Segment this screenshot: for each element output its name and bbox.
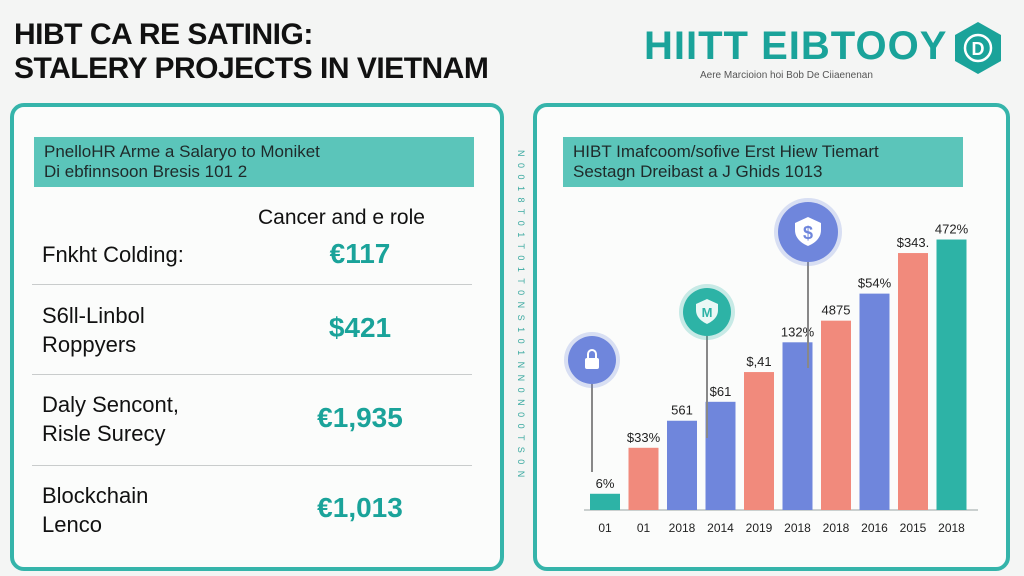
bar-data-label: $61 [710,384,732,399]
x-tick-label: 2019 [746,521,773,535]
growth-bar-chart: 6% 01 $33% 01 561 2018 $61 2014 $,41 2019 132% 2018… [564,198,978,535]
bar [705,401,736,510]
row-value: €1,013 [317,492,403,523]
brand-subtitle: Aere Marcioion hoi Bob De Ciiaenenan [700,70,873,81]
bar-data-label: $,41 [746,354,771,369]
salary-banner-line-2: Di ebfinnsoon Bresis 101 2 [44,162,248,181]
row-label: Fnkht Colding: [42,240,184,269]
row-value: €1,935 [317,402,403,433]
chart-banner-line-1: HIBT Imafcoom/sofive Erst Hiew Tiemart [573,142,879,161]
row-label-line-1: Blockchain [42,483,149,508]
brand-logo-letter: D [972,39,985,59]
bar [898,253,928,511]
row-label: Blockchain Lenco [42,481,148,539]
column-header: Cancer and e role [258,206,425,229]
row-divider [32,284,472,285]
brand-logo-icon: D [955,22,1001,74]
x-tick-label: 2016 [861,521,888,535]
bar-data-label: $33% [627,430,661,445]
title-line-2: STALERY PROJECTS IN VIETNAM [14,52,489,85]
row-value: €117 [329,238,391,269]
shield-letter: M [702,305,713,320]
dollar-sign: $ [803,223,813,243]
row-value: $421 [328,312,392,343]
x-tick-label: 01 [637,521,651,535]
lock-body [585,358,599,369]
decorative-vertical-text: N 0 0 1 8 T 0 1 T 0 1 T 0 N S 1 0 1 N N … [516,150,526,480]
bar [667,420,697,510]
brand-wordmark: HIITT EIBTOOY [644,24,948,68]
bar-data-label: 132% [781,324,815,339]
bar-data-label: 561 [671,403,693,418]
salary-banner-line-1: PnelloHR Arme a Salaryo to Moniket [44,142,320,161]
row-label-line-1: Fnkht Colding: [42,242,184,267]
row-label-line-2: Roppyers [42,332,137,357]
lock-shackle [587,349,597,358]
row-label-line-1: S6ll-Linbol [42,303,145,328]
bar-data-label: 6% [596,476,615,491]
shield-shape [696,299,718,324]
bar-data-label: $343. [897,235,930,250]
bar [859,293,890,510]
bar-data-label: $54% [858,276,892,291]
x-tick-label: 2014 [707,521,734,535]
salary-banner [34,137,474,187]
row-divider [32,374,472,375]
row-label-line-2: Lenco [42,512,102,537]
row-label-line-2: Risle Surecy [42,421,166,446]
x-tick-label: 2018 [938,521,965,535]
x-tick-label: 2018 [669,521,696,535]
row-divider [32,465,472,466]
title-line-1: HIBT CA RE SATINIG: [14,18,313,51]
x-tick-label: 2018 [823,521,850,535]
page-title: HIBT CA RE SATINIG: STALERY PROJECTS IN … [14,18,489,86]
row-label: S6ll-Linbol Roppyers [42,301,145,359]
x-tick-label: 2015 [900,521,927,535]
chart-banner-line-2: Sestagn Dreibast a J Ghids 1013 [573,162,823,181]
bar [590,493,620,510]
bar-data-label: 472% [935,222,969,237]
dollar-shield-shape [795,217,821,246]
chart-banner [563,137,963,187]
bar [936,239,967,510]
bar [744,372,774,510]
bar [628,447,659,510]
bar [782,342,813,510]
bar-data-label: 4875 [822,303,851,318]
x-tick-label: 01 [598,521,612,535]
bar [821,320,851,510]
row-label-line-1: Daly Sencont, [42,392,179,417]
x-tick-label: 2018 [784,521,811,535]
row-label: Daly Sencont, Risle Surecy [42,390,179,448]
